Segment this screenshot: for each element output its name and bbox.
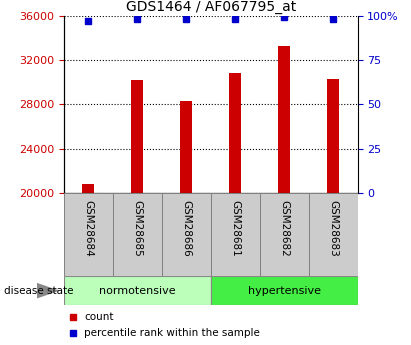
Bar [64,193,113,276]
Text: hypertensive: hypertensive [247,286,321,296]
Text: GSM28684: GSM28684 [83,200,93,257]
Title: GDS1464 / AF067795_at: GDS1464 / AF067795_at [125,0,296,14]
Bar [211,276,358,305]
Bar [131,80,143,193]
Text: disease state: disease state [4,286,74,296]
Bar [309,193,358,276]
Bar [260,193,309,276]
Bar [113,193,162,276]
Bar [229,73,241,193]
Text: GSM28686: GSM28686 [181,200,191,257]
Bar [211,193,260,276]
Bar [64,276,210,305]
Polygon shape [37,283,60,298]
Bar [180,101,192,193]
Text: GSM28681: GSM28681 [230,200,240,257]
Text: count: count [84,312,114,322]
Text: normotensive: normotensive [99,286,175,296]
Bar [162,193,211,276]
Text: GSM28683: GSM28683 [328,200,338,257]
Text: GSM28685: GSM28685 [132,200,142,257]
Text: GSM28682: GSM28682 [279,200,289,257]
Text: percentile rank within the sample: percentile rank within the sample [84,328,260,338]
Bar [278,46,290,193]
Bar [82,184,94,193]
Bar [327,79,339,193]
